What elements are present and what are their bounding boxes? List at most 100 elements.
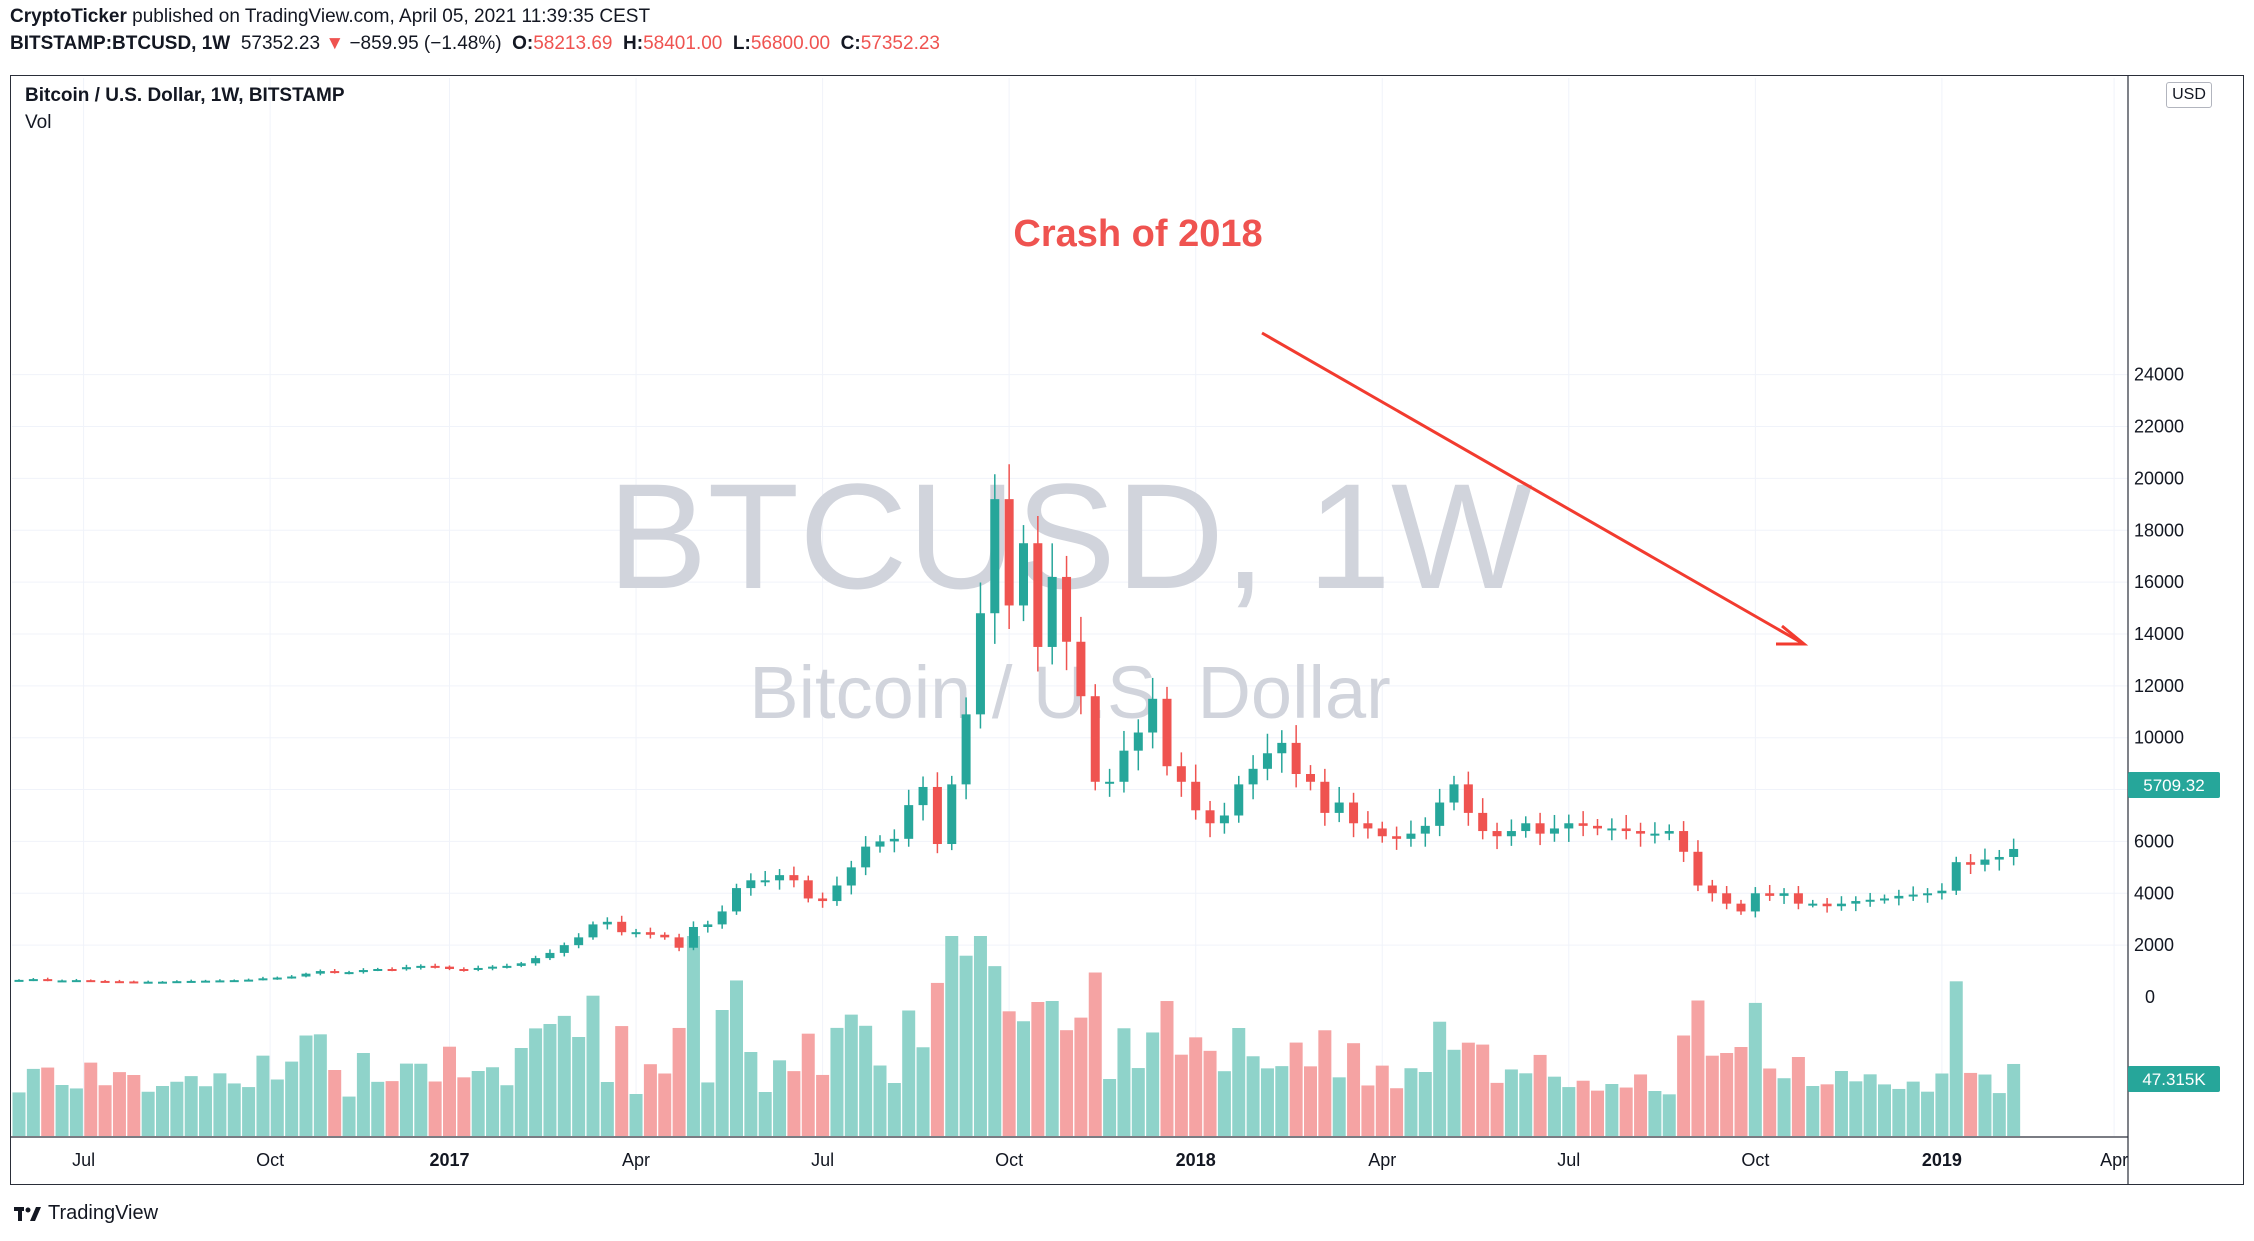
candle-body[interactable] — [1549, 828, 1559, 834]
candle-body[interactable] — [645, 932, 655, 935]
candle-body[interactable] — [172, 981, 182, 984]
candle-body[interactable] — [1248, 768, 1258, 785]
candle-body[interactable] — [114, 981, 124, 984]
candle-body[interactable] — [1894, 895, 1904, 899]
candle-body[interactable] — [1822, 903, 1832, 907]
chart-frame[interactable] — [10, 75, 2244, 1185]
candle-body[interactable] — [1406, 833, 1416, 839]
candle-body[interactable] — [1966, 862, 1976, 865]
candle-body[interactable] — [588, 924, 598, 938]
candle-body[interactable] — [43, 979, 53, 982]
tradingview-logo[interactable]: TradingView — [14, 1202, 158, 1225]
candle-body[interactable] — [1019, 543, 1028, 606]
candle-body[interactable] — [28, 979, 38, 982]
candle-body[interactable] — [1334, 802, 1344, 813]
candle-body[interactable] — [358, 970, 368, 973]
candle-body[interactable] — [287, 976, 297, 979]
candle-body[interactable] — [1463, 784, 1473, 813]
candle-body[interactable] — [889, 838, 899, 842]
candle-body[interactable] — [1062, 576, 1072, 642]
candle-body[interactable] — [1880, 898, 1889, 901]
candle-body[interactable] — [1851, 901, 1861, 904]
candle-body[interactable] — [143, 981, 153, 984]
candle-body[interactable] — [1951, 862, 1961, 891]
candle-body[interactable] — [1392, 836, 1402, 839]
candle-body[interactable] — [445, 966, 454, 969]
candle-body[interactable] — [803, 880, 813, 899]
candle-body[interactable] — [574, 937, 584, 946]
candle-body[interactable] — [760, 880, 770, 883]
series-legend[interactable]: Bitcoin / U.S. Dollar, 1W, BITSTAMP — [25, 85, 345, 106]
candle-body[interactable] — [617, 921, 627, 933]
candle-body[interactable] — [1363, 823, 1373, 829]
candle-body[interactable] — [1176, 766, 1186, 782]
candle-body[interactable] — [473, 967, 483, 970]
candle-body[interactable] — [1535, 823, 1545, 834]
candle-body[interactable] — [1478, 812, 1488, 832]
candle-body[interactable] — [1980, 859, 1990, 865]
candle-body[interactable] — [330, 971, 340, 974]
candle-body[interactable] — [1033, 543, 1043, 647]
candle-body[interactable] — [14, 979, 24, 982]
candle-body[interactable] — [1234, 784, 1244, 816]
candle-body[interactable] — [775, 875, 785, 881]
candle-body[interactable] — [1205, 810, 1215, 824]
candle-body[interactable] — [430, 965, 440, 968]
candle-body[interactable] — [488, 966, 498, 969]
candle-body[interactable] — [1722, 893, 1732, 904]
candle-body[interactable] — [947, 784, 957, 845]
candle-body[interactable] — [1707, 885, 1717, 894]
candle-body[interactable] — [1076, 641, 1086, 697]
candle-body[interactable] — [688, 926, 698, 948]
candle-body[interactable] — [875, 841, 885, 847]
candle-body[interactable] — [1593, 825, 1602, 829]
candle-body[interactable] — [1277, 742, 1287, 754]
candle-body[interactable] — [1148, 698, 1158, 733]
candle-body[interactable] — [71, 980, 81, 983]
candle-body[interactable] — [1607, 828, 1617, 831]
candle-body[interactable] — [1693, 851, 1703, 886]
candle-body[interactable] — [1291, 742, 1301, 775]
candle-body[interactable] — [244, 979, 254, 982]
candle-body[interactable] — [918, 786, 928, 806]
candle-body[interactable] — [201, 980, 211, 983]
candle-body[interactable] — [1090, 696, 1100, 782]
candle-body[interactable] — [1793, 893, 1803, 904]
candle-body[interactable] — [215, 980, 225, 983]
candle-body[interactable] — [674, 937, 684, 948]
candle-body[interactable] — [1449, 784, 1459, 803]
candle-body[interactable] — [373, 968, 383, 971]
candle-body[interactable] — [516, 963, 526, 966]
candle-body[interactable] — [861, 846, 871, 868]
candle-body[interactable] — [1564, 823, 1574, 829]
candle-body[interactable] — [344, 972, 354, 975]
candle-body[interactable] — [818, 898, 828, 902]
candle-body[interactable] — [961, 714, 971, 785]
candle-body[interactable] — [1047, 576, 1057, 647]
currency-button[interactable]: USD — [2166, 82, 2212, 108]
candle-body[interactable] — [272, 977, 282, 980]
volume-legend[interactable]: Vol — [25, 112, 52, 133]
candle-body[interactable] — [1923, 893, 1933, 896]
candle-body[interactable] — [229, 980, 239, 983]
candle-body[interactable] — [502, 965, 512, 968]
candle-body[interactable] — [732, 888, 741, 912]
candle-body[interactable] — [746, 880, 756, 889]
candle-body[interactable] — [932, 786, 942, 845]
candle-body[interactable] — [1865, 899, 1875, 902]
candle-body[interactable] — [1937, 890, 1947, 894]
candle-body[interactable] — [1306, 774, 1315, 782]
candle-body[interactable] — [789, 875, 799, 881]
trend-arrow-line[interactable] — [1261, 331, 1803, 645]
candle-body[interactable] — [904, 805, 914, 839]
candle-body[interactable] — [401, 967, 411, 970]
candle-body[interactable] — [1105, 781, 1115, 784]
candle-body[interactable] — [1765, 893, 1775, 896]
candle-body[interactable] — [2009, 848, 2019, 857]
candle-body[interactable] — [1994, 856, 2004, 860]
candle-body[interactable] — [660, 934, 670, 938]
candle-body[interactable] — [459, 968, 469, 971]
candle-body[interactable] — [100, 980, 110, 983]
candle-body[interactable] — [1779, 893, 1789, 896]
candle-body[interactable] — [545, 952, 555, 959]
